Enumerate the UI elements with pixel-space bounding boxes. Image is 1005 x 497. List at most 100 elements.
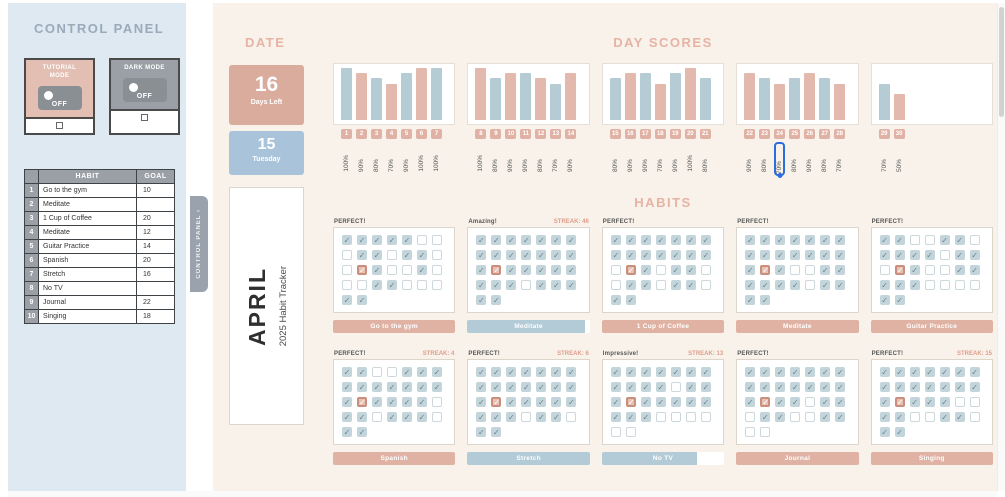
day-checkbox[interactable]: ✓ — [790, 397, 801, 407]
day-score-cell[interactable]: 70% — [879, 142, 890, 172]
day-checkbox[interactable]: ✓ — [610, 367, 621, 377]
day-checkbox[interactable]: ✓ — [805, 235, 816, 245]
day-checkbox[interactable]: ✓ — [357, 427, 367, 437]
day-checkbox[interactable]: ✓ — [685, 265, 696, 275]
day-checkbox[interactable]: ✓ — [894, 235, 905, 245]
day-score-cell[interactable]: 50% — [894, 142, 905, 172]
day-checkbox[interactable]: ✓ — [476, 235, 487, 245]
day-checkbox[interactable]: ✓ — [685, 280, 696, 290]
day-checkbox[interactable]: ✓ — [879, 250, 890, 260]
day-checkbox[interactable] — [566, 412, 577, 422]
day-score-cell[interactable]: 80% — [490, 142, 501, 172]
day-chip[interactable]: 16 — [624, 129, 636, 139]
day-checkbox[interactable]: ✓ — [775, 265, 786, 275]
day-checkbox[interactable] — [939, 265, 950, 275]
day-checkbox[interactable] — [432, 280, 442, 290]
day-checkbox[interactable]: ✓ — [506, 367, 517, 377]
day-checkbox[interactable] — [372, 367, 382, 377]
day-checkbox[interactable]: ✓ — [387, 412, 397, 422]
day-checkbox[interactable] — [909, 412, 920, 422]
day-checkbox[interactable]: ✓ — [566, 250, 577, 260]
day-checkbox[interactable]: ✓ — [655, 382, 666, 392]
day-checkbox[interactable]: ✓ — [387, 235, 397, 245]
day-checkbox[interactable] — [610, 427, 621, 437]
day-score-cell[interactable]: 100% — [341, 142, 352, 172]
day-checkbox[interactable]: ✓ — [805, 382, 816, 392]
day-checkbox[interactable]: ✓ — [879, 427, 890, 437]
day-checkbox[interactable]: ✓ — [610, 382, 621, 392]
day-checkbox[interactable] — [402, 265, 412, 275]
day-checkbox[interactable]: ✓ — [402, 367, 412, 377]
day-checkbox[interactable]: ✓ — [491, 250, 502, 260]
day-checkbox[interactable]: ✓ — [909, 367, 920, 377]
day-checkbox[interactable]: ✓ — [357, 367, 367, 377]
day-checkbox[interactable] — [805, 280, 816, 290]
day-score-cell[interactable]: 90% — [804, 142, 815, 172]
day-checkbox[interactable]: ✓ — [342, 412, 352, 422]
day-checkbox[interactable]: ✓ — [745, 265, 756, 275]
day-checkbox[interactable]: ✓ — [939, 412, 950, 422]
day-checkbox[interactable]: ✓ — [610, 295, 621, 305]
habit-goal-cell[interactable] — [136, 280, 175, 296]
day-checkbox[interactable]: ✓ — [775, 235, 786, 245]
day-checkbox[interactable]: ✓ — [506, 250, 517, 260]
dark-mode-checkbox[interactable] — [141, 114, 148, 122]
day-score-cell[interactable]: 100% — [475, 142, 486, 172]
day-checkbox[interactable]: ✓ — [625, 367, 636, 377]
day-checkbox[interactable] — [685, 412, 696, 422]
day-chip[interactable]: 6 — [416, 129, 427, 139]
day-checkbox[interactable]: ✓ — [417, 265, 427, 275]
day-checkbox[interactable]: ✓ — [536, 412, 547, 422]
day-checkbox[interactable] — [432, 235, 442, 245]
habit-name-cell[interactable]: Singing — [38, 308, 137, 324]
day-checkbox[interactable]: ✓ — [476, 412, 487, 422]
selected-day-checkbox[interactable]: ✓ — [491, 397, 502, 407]
day-checkbox[interactable]: ✓ — [760, 382, 771, 392]
day-checkbox[interactable]: ✓ — [476, 265, 487, 275]
day-checkbox[interactable]: ✓ — [402, 235, 412, 245]
day-checkbox[interactable] — [805, 397, 816, 407]
habit-name-cell[interactable]: Guitar Practice — [38, 238, 137, 254]
day-checkbox[interactable]: ✓ — [551, 250, 562, 260]
day-checkbox[interactable]: ✓ — [536, 280, 547, 290]
day-checkbox[interactable]: ✓ — [491, 280, 502, 290]
day-checkbox[interactable]: ✓ — [521, 265, 532, 275]
day-checkbox[interactable] — [969, 235, 980, 245]
day-checkbox[interactable]: ✓ — [476, 250, 487, 260]
day-chip[interactable]: 28 — [834, 129, 846, 139]
day-checkbox[interactable]: ✓ — [372, 382, 382, 392]
day-checkbox[interactable] — [924, 280, 935, 290]
day-checkbox[interactable]: ✓ — [372, 280, 382, 290]
day-checkbox[interactable]: ✓ — [670, 265, 681, 275]
day-checkbox[interactable]: ✓ — [640, 412, 651, 422]
day-checkbox[interactable]: ✓ — [566, 397, 577, 407]
day-checkbox[interactable]: ✓ — [640, 382, 651, 392]
day-score-cell[interactable]: 70% — [655, 142, 666, 172]
day-checkbox[interactable]: ✓ — [879, 235, 890, 245]
day-checkbox[interactable] — [625, 427, 636, 437]
day-score-cell[interactable]: 80% — [371, 142, 382, 172]
habit-name-bar[interactable]: No TV — [601, 452, 725, 465]
day-chip[interactable]: 20 — [684, 129, 696, 139]
day-checkbox[interactable]: ✓ — [835, 235, 846, 245]
habit-goal-cell[interactable]: 20 — [136, 210, 175, 226]
day-checkbox[interactable]: ✓ — [820, 397, 831, 407]
day-checkbox[interactable]: ✓ — [745, 250, 756, 260]
day-score-cell[interactable]: 100% — [416, 142, 427, 172]
day-checkbox[interactable]: ✓ — [760, 412, 771, 422]
habit-name-cell[interactable]: Journal — [38, 294, 137, 310]
day-checkbox[interactable]: ✓ — [790, 382, 801, 392]
day-score-cell[interactable]: 90% — [356, 142, 367, 172]
day-chip[interactable]: 22 — [744, 129, 756, 139]
day-checkbox[interactable]: ✓ — [805, 367, 816, 377]
day-checkbox[interactable]: ✓ — [625, 295, 636, 305]
day-checkbox[interactable]: ✓ — [402, 250, 412, 260]
habit-goal-cell[interactable] — [136, 196, 175, 212]
day-checkbox[interactable] — [342, 250, 352, 260]
day-checkbox[interactable]: ✓ — [685, 367, 696, 377]
day-checkbox[interactable]: ✓ — [536, 250, 547, 260]
vertical-scrollbar[interactable] — [997, 3, 1005, 491]
day-checkbox[interactable]: ✓ — [387, 397, 397, 407]
dark-mode-switch[interactable]: OFF — [122, 77, 167, 102]
day-checkbox[interactable] — [402, 280, 412, 290]
